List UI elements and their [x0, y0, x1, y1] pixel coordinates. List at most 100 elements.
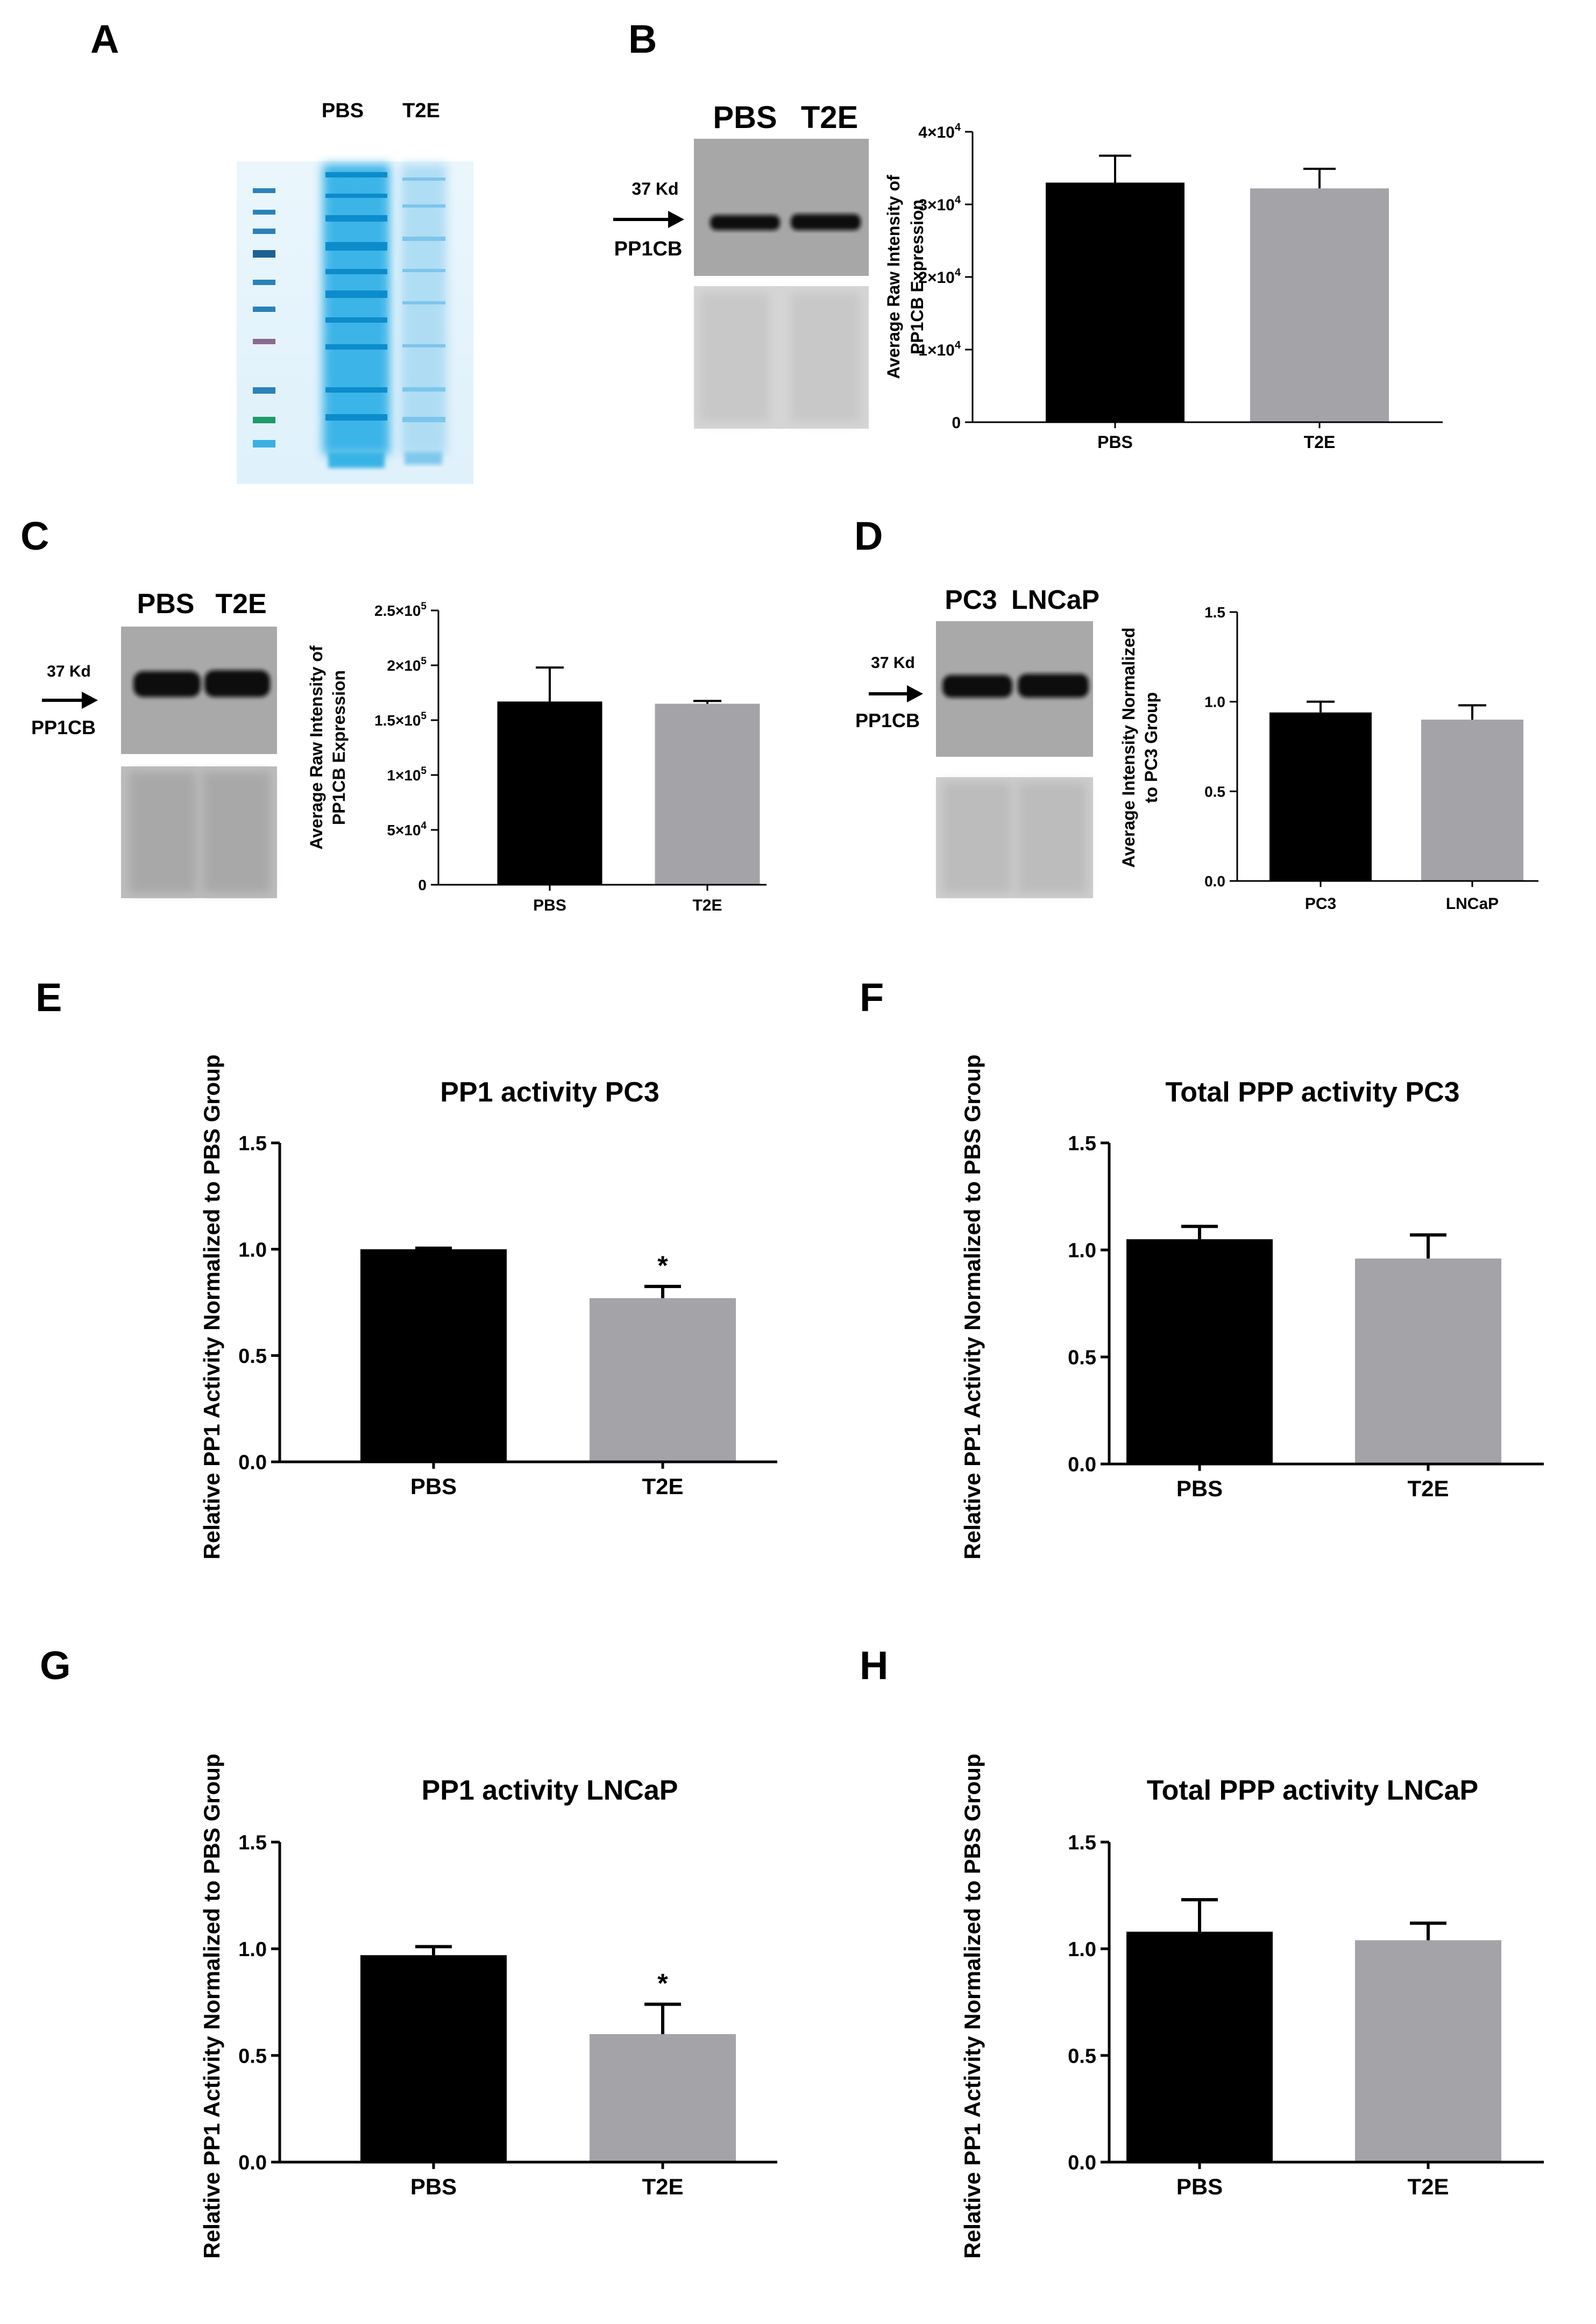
y-tick-label-c-4: 2×105 [387, 656, 427, 674]
panel-label-d: D [854, 514, 883, 558]
y-tick-label-d-1: 0.5 [1204, 783, 1225, 800]
y-tick-label-h-0: 0.0 [1068, 2152, 1096, 2174]
y-tick-label-h-2: 1.0 [1068, 1938, 1096, 1961]
bar-b-t2e [1250, 188, 1389, 422]
y-tick-label-c-0: 0 [418, 877, 427, 893]
category-label-f-1: T2E [1407, 1476, 1449, 1501]
chart-e: PBS * T2E 0.0 0.5 1.0 1.5 Relative PP1 Activity… [199, 1054, 777, 1560]
blot-c-arrow-icon [42, 692, 98, 709]
chart-h: PBS T2E 0.0 0.5 1.0 1.5 Relative PP1 Activity … [960, 1753, 1544, 2259]
blot-c-protein-label: PP1CB [31, 716, 96, 738]
blot-image-d [936, 621, 1093, 898]
blot-b-lane2-label: T2E [801, 100, 858, 135]
blot-d-lane1-label: PC3 [945, 585, 997, 615]
bar-b-pbs [1046, 182, 1184, 422]
category-label-d-1: LNCaP [1446, 895, 1499, 913]
chart-title-h: Total PPP activity LNCaP [1147, 1775, 1478, 1806]
category-label-c-1: T2E [692, 897, 722, 914]
category-label-h-1: T2E [1407, 2174, 1449, 2199]
category-label-e-0: PBS [410, 1474, 457, 1499]
blot-c-marker-label: 37 Kd [47, 663, 91, 680]
blot-b-arrow-icon [613, 211, 684, 228]
chart-d: PC3 LNCaP 0.0 0.5 1.0 1.5 Average Intensity No… [1119, 604, 1538, 913]
category-label-h-0: PBS [1176, 2174, 1223, 2199]
blot-d-marker-label: 37 Kd [871, 654, 915, 672]
y-tick-label-f-0: 0.0 [1068, 1454, 1096, 1476]
y-tick-label-f-2: 1.0 [1068, 1240, 1096, 1262]
y-tick-label-h-1: 0.5 [1068, 2045, 1096, 2067]
category-label-b-0: PBS [1097, 432, 1133, 452]
y-tick-label-d-0: 0.0 [1204, 873, 1225, 890]
blot-image-c [121, 627, 277, 898]
panel-label-b: B [628, 17, 657, 61]
bar-f-pbs [1126, 1239, 1273, 1464]
bar-g-t2e [590, 2034, 736, 2162]
bar-h-pbs [1126, 1931, 1273, 2162]
y-tick-label-c-2: 1×105 [387, 765, 427, 784]
category-label-e-1: T2E [642, 1474, 683, 1499]
panel-label-f: F [860, 975, 884, 1020]
blot-c-lane1-label: PBS [137, 588, 195, 620]
y-tick-label-d-3: 1.5 [1204, 604, 1225, 621]
y-tick-label-d-2: 1.0 [1204, 694, 1225, 710]
y-tick-label-g-3: 1.5 [238, 1832, 267, 1854]
y-tick-label-f-3: 1.5 [1068, 1133, 1096, 1155]
blot-d-lane2-label: LNCaP [1011, 585, 1100, 615]
y-axis-label-g: Relative PP1 Activity Normalized to PBS … [199, 1753, 224, 2258]
bar-c-t2e [655, 703, 760, 885]
category-label-d-0: PC3 [1305, 895, 1336, 913]
y-tick-label-e-1: 0.5 [238, 1345, 267, 1368]
panel-label-g: G [40, 1643, 71, 1688]
category-label-g-1: T2E [642, 2174, 683, 2199]
bar-c-pbs [497, 701, 602, 885]
y-tick-label-b-0: 0 [952, 414, 961, 432]
bar-e-pbs [360, 1249, 507, 1462]
bar-d-pc3 [1269, 712, 1372, 881]
chart-title-e: PP1 activity PC3 [440, 1077, 659, 1108]
y-axis-label-e: Relative PP1 Activity Normalized to PBS … [199, 1054, 224, 1559]
chart-title-g: PP1 activity LNCaP [422, 1775, 678, 1806]
chart-g: PBS * T2E 0.0 0.5 1.0 1.5 Relative PP1 Activity… [199, 1753, 777, 2259]
panel-label-h: H [860, 1643, 888, 1688]
y-tick-label-g-2: 1.0 [238, 1938, 267, 1961]
significance-g: * [657, 1968, 668, 1998]
gel-image-a [237, 161, 473, 484]
y-tick-label-g-1: 0.5 [238, 2045, 267, 2067]
y-axis-label-d: Average Intensity Normalized to PC3 Group [1119, 628, 1161, 868]
bar-d-lncap [1421, 720, 1523, 881]
y-tick-label-c-5: 2.5×105 [374, 601, 427, 619]
blot-d-arrow-icon [869, 685, 923, 702]
chart-f: PBS T2E 0.0 0.5 1.0 1.5 Relative PP1 Activity … [960, 1054, 1544, 1560]
panel-label-a: A [90, 17, 119, 61]
blot-b-lane1-label: PBS [713, 100, 777, 135]
y-tick-label-e-3: 1.5 [238, 1133, 267, 1155]
y-tick-label-b-3: 3×104 [918, 194, 961, 214]
blot-c-lane2-label: T2E [215, 588, 266, 620]
chart-b: PBS T2E 0 1×104 2×104 3×104 4×104 Average Raw I… [884, 122, 1443, 452]
panel-label-c: C [20, 514, 49, 558]
bar-g-pbs [360, 1955, 507, 2162]
y-tick-label-c-1: 5×104 [387, 820, 427, 838]
category-label-c-0: PBS [533, 897, 566, 914]
y-tick-label-h-3: 1.5 [1068, 1832, 1096, 1854]
y-axis-label-f: Relative PP1 Activity Normalized to PBS … [960, 1054, 985, 1559]
y-axis-label-h: Relative PP1 Activity Normalized to PBS … [960, 1753, 985, 2258]
category-label-g-0: PBS [410, 2174, 457, 2199]
blot-b-protein-label: PP1CB [614, 238, 683, 260]
y-tick-label-g-0: 0.0 [238, 2152, 267, 2174]
blot-b-marker-label: 37 Kd [632, 179, 678, 198]
gel-lane-label-t2e: T2E [402, 100, 440, 122]
category-label-f-0: PBS [1176, 1476, 1223, 1501]
y-axis-label-c: Average Raw Intensity of PP1CB Expression [307, 645, 349, 850]
charts-layer: PBS T2E 0 1×104 2×104 3×104 4×104 Average Raw I… [199, 122, 1544, 2259]
gel-lane-label-pbs: PBS [322, 100, 364, 122]
blot-image-b [694, 139, 869, 429]
bar-e-t2e [590, 1298, 736, 1462]
y-tick-label-f-1: 0.5 [1068, 1347, 1096, 1369]
panel-label-e: E [36, 975, 62, 1020]
chart-title-f: Total PPP activity PC3 [1165, 1077, 1459, 1108]
y-tick-label-b-4: 4×104 [918, 122, 961, 141]
chart-c: PBS T2E 0 5×104 1×105 1.5×105 2×105 2.5×105 Aver… [307, 601, 767, 914]
category-label-b-1: T2E [1304, 432, 1336, 452]
